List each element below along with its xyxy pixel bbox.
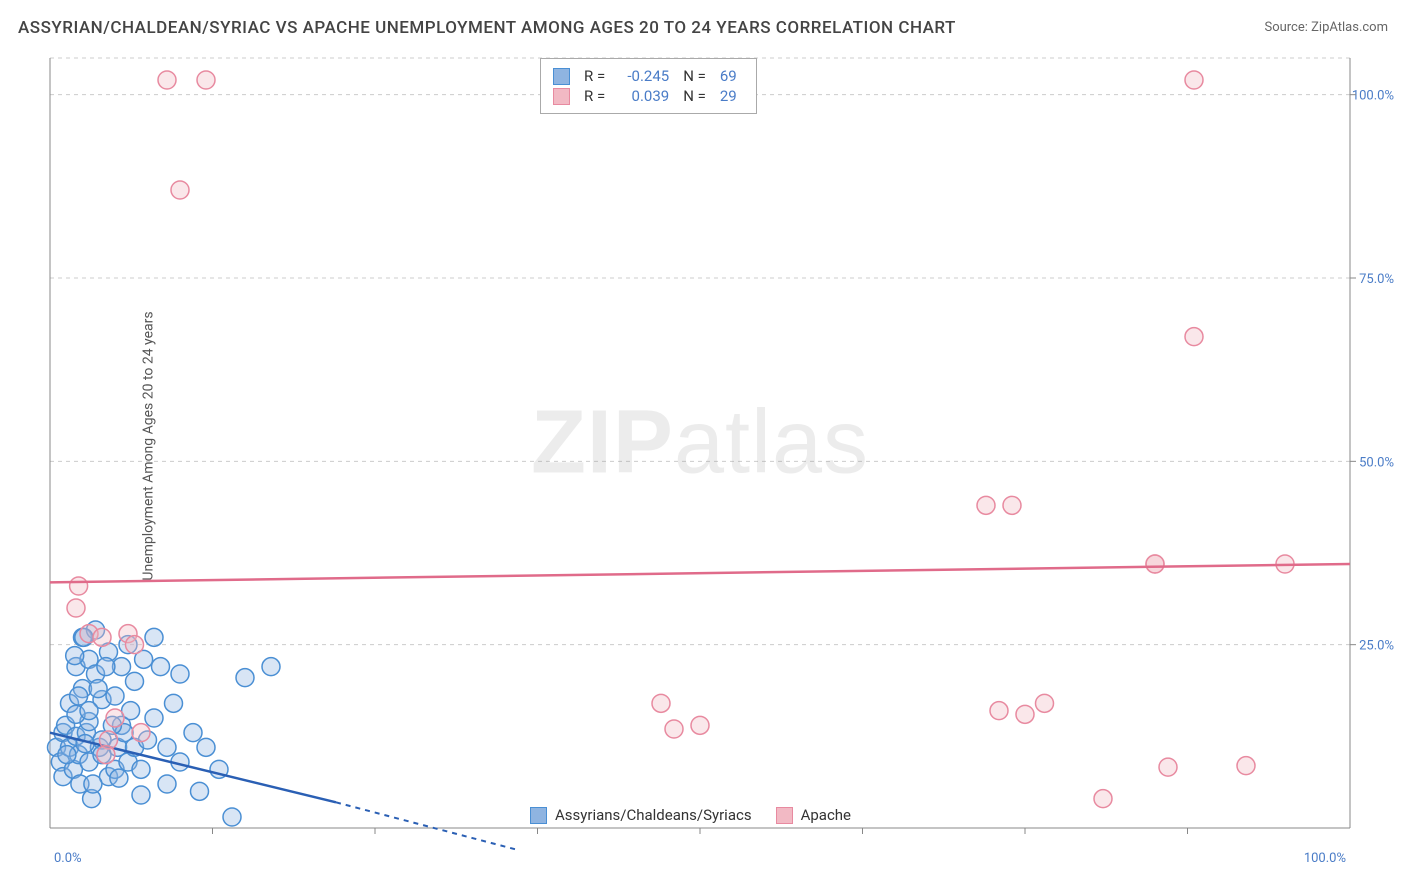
data-point [665, 720, 683, 738]
stat-n-value: 29 [720, 87, 744, 105]
data-point [84, 775, 102, 793]
data-point [132, 786, 150, 804]
data-point [1003, 496, 1021, 514]
data-point [158, 71, 176, 89]
svg-text:100.0%: 100.0% [1352, 89, 1394, 104]
stat-n-value: 69 [720, 67, 744, 85]
trend-line-extrapolated [336, 802, 518, 850]
scatter-chart: 0.0%100.0%25.0%50.0%75.0%100.0% [50, 58, 1350, 828]
data-point [171, 181, 189, 199]
data-point [977, 496, 995, 514]
data-point [171, 665, 189, 683]
data-point [1146, 555, 1164, 573]
legend-swatch [776, 807, 793, 824]
data-point [691, 716, 709, 734]
data-point [126, 672, 144, 690]
chart-area: ZIPatlas 0.0%100.0%25.0%50.0%75.0%100.0%… [50, 58, 1350, 828]
data-point [197, 71, 215, 89]
data-point [145, 709, 163, 727]
stat-r-label: R = [584, 67, 605, 85]
data-point [184, 724, 202, 742]
stats-row: R = -0.245 N = 69 [553, 67, 744, 85]
svg-text:100.0%: 100.0% [1304, 851, 1346, 866]
data-point [262, 658, 280, 676]
data-point [67, 599, 85, 617]
data-point [197, 738, 215, 756]
data-point [152, 658, 170, 676]
bottom-legend: Assyrians/Chaldeans/Syriacs Apache [530, 806, 851, 824]
data-point [110, 769, 128, 787]
data-point [132, 760, 150, 778]
stats-legend-box: R = -0.245 N = 69 R = 0.039 N = 29 [540, 58, 757, 114]
data-point [93, 628, 111, 646]
legend-label: Apache [801, 806, 851, 824]
stat-n-label: N = [683, 67, 706, 85]
data-point [97, 658, 115, 676]
data-point [1094, 790, 1112, 808]
stat-r-value: -0.245 [619, 67, 669, 85]
data-point [80, 702, 98, 720]
legend-item: Assyrians/Chaldeans/Syriacs [530, 806, 752, 824]
data-point [106, 687, 124, 705]
data-point [1016, 705, 1034, 723]
data-point [58, 746, 76, 764]
stat-r-value: 0.039 [619, 87, 669, 105]
data-point [97, 746, 115, 764]
data-point [1185, 328, 1203, 346]
legend-label: Assyrians/Chaldeans/Syriacs [555, 806, 752, 824]
legend-item: Apache [776, 806, 851, 824]
stat-n-label: N = [683, 87, 706, 105]
svg-text:25.0%: 25.0% [1359, 639, 1394, 654]
data-point [1185, 71, 1203, 89]
data-point [70, 577, 88, 595]
data-point [165, 694, 183, 712]
data-point [126, 636, 144, 654]
data-point [158, 738, 176, 756]
legend-swatch [553, 88, 570, 105]
data-point [132, 724, 150, 742]
data-point [89, 680, 107, 698]
svg-text:0.0%: 0.0% [54, 851, 82, 866]
legend-swatch [553, 68, 570, 85]
data-point [1237, 757, 1255, 775]
data-point [66, 647, 84, 665]
data-point [145, 628, 163, 646]
legend-swatch [530, 807, 547, 824]
data-point [223, 808, 241, 826]
svg-text:75.0%: 75.0% [1359, 272, 1394, 287]
chart-source: Source: ZipAtlas.com [1264, 20, 1388, 35]
data-point [191, 782, 209, 800]
svg-text:50.0%: 50.0% [1359, 455, 1394, 470]
data-point [1159, 758, 1177, 776]
stat-r-label: R = [584, 87, 605, 105]
chart-title: ASSYRIAN/CHALDEAN/SYRIAC VS APACHE UNEMP… [18, 18, 956, 38]
data-point [236, 669, 254, 687]
data-point [990, 702, 1008, 720]
data-point [1036, 694, 1054, 712]
stats-row: R = 0.039 N = 29 [553, 87, 744, 105]
data-point [652, 694, 670, 712]
data-point [158, 775, 176, 793]
data-point [106, 709, 124, 727]
